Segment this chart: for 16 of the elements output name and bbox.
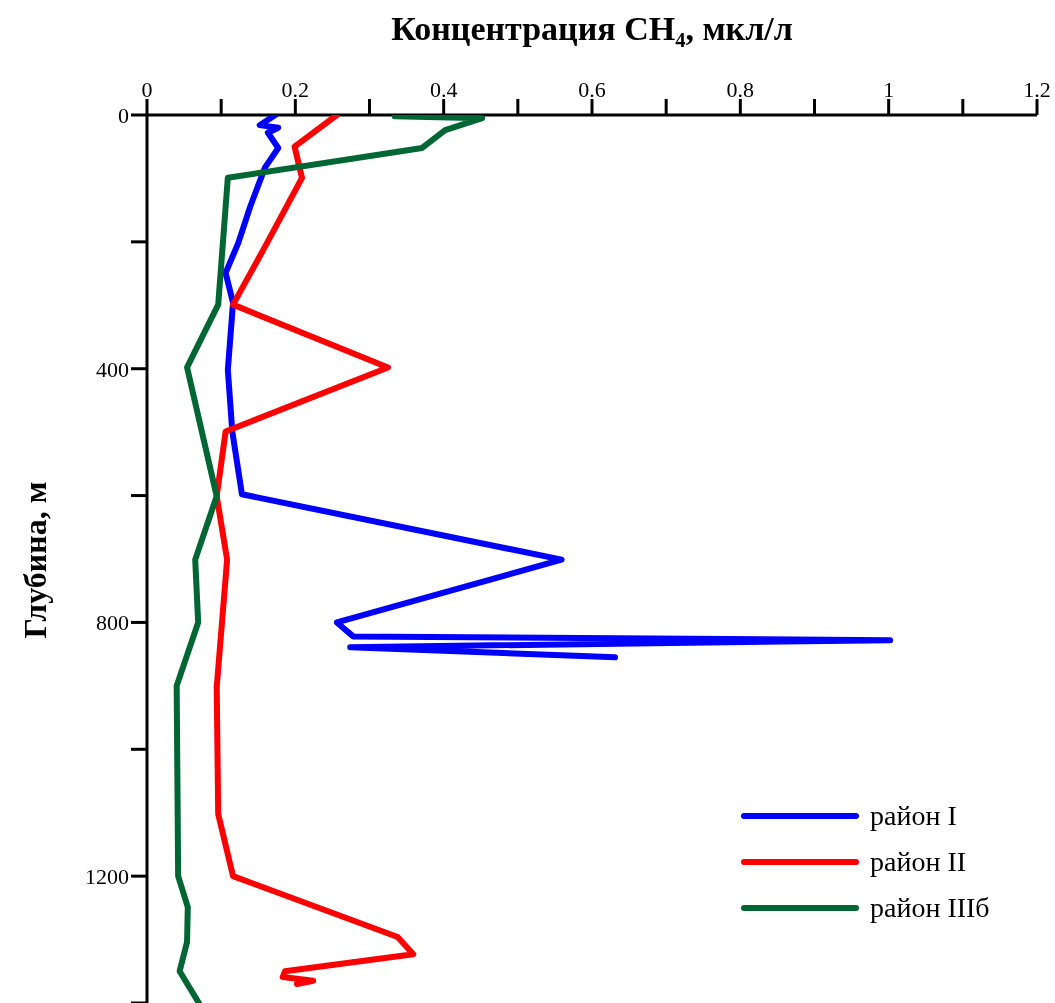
x-tick-label: 0.8: [726, 77, 755, 102]
x-tick-label: 0: [141, 77, 153, 102]
chart-title: Концентрация CH₄, мкл/л: [390, 10, 794, 48]
x-tick-label: 1: [883, 77, 895, 102]
y-tick-label: 0: [118, 102, 129, 128]
legend-label: район I: [870, 800, 957, 832]
y-tick-label: 1200: [85, 863, 129, 889]
legend-label: район IIIб: [870, 892, 990, 924]
x-tick-label: 1.2: [1023, 77, 1051, 102]
x-tick-label: 0.2: [281, 77, 310, 102]
legend-label: район II: [870, 846, 967, 878]
y-axis-title: Глубина, м: [16, 481, 54, 639]
x-tick-label: 0.4: [429, 77, 458, 102]
x-tick-label: 0.6: [578, 77, 606, 102]
y-tick-label: 800: [96, 610, 129, 636]
y-tick-label: 400: [96, 356, 129, 382]
